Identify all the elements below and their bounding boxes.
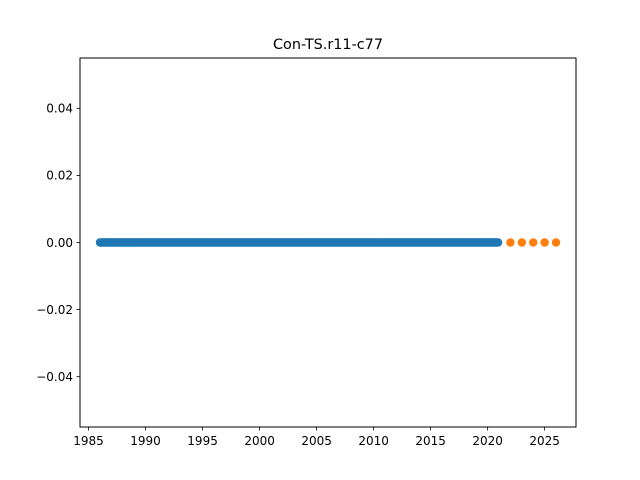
data-point	[493, 238, 503, 247]
forecast-point	[529, 238, 538, 247]
x-tick-label: 2020	[472, 434, 503, 448]
y-tick-label: 0.02	[46, 169, 73, 183]
forecast-point	[540, 238, 549, 247]
x-axis: 1985 1990 1995 2000 2005 2010 2015 2020 2025	[73, 427, 560, 448]
x-tick-label: 1995	[187, 434, 218, 448]
forecast-point	[506, 238, 515, 247]
forecast-point	[517, 238, 527, 247]
x-tick-label: 2015	[415, 434, 446, 448]
y-tick-label: 0.04	[46, 102, 73, 116]
y-tick-label: −0.04	[36, 370, 73, 384]
x-tick-label: 2005	[301, 434, 332, 448]
data-points	[95, 238, 561, 247]
forecast-point	[551, 238, 561, 247]
plot-area-frame	[79, 57, 577, 428]
chart-title: Con-TS.r11-c77	[273, 37, 383, 53]
x-tick-label: 2025	[529, 434, 560, 448]
y-tick-label: −0.02	[36, 303, 73, 317]
x-tick-label: 2010	[358, 434, 389, 448]
y-tick-label: 0.00	[46, 236, 73, 250]
x-tick-label: 2000	[244, 434, 275, 448]
x-tick-label: 1985	[73, 434, 104, 448]
x-tick-label: 1990	[130, 434, 161, 448]
y-axis: −0.04 −0.02 0.00 0.02 0.04	[36, 102, 80, 384]
